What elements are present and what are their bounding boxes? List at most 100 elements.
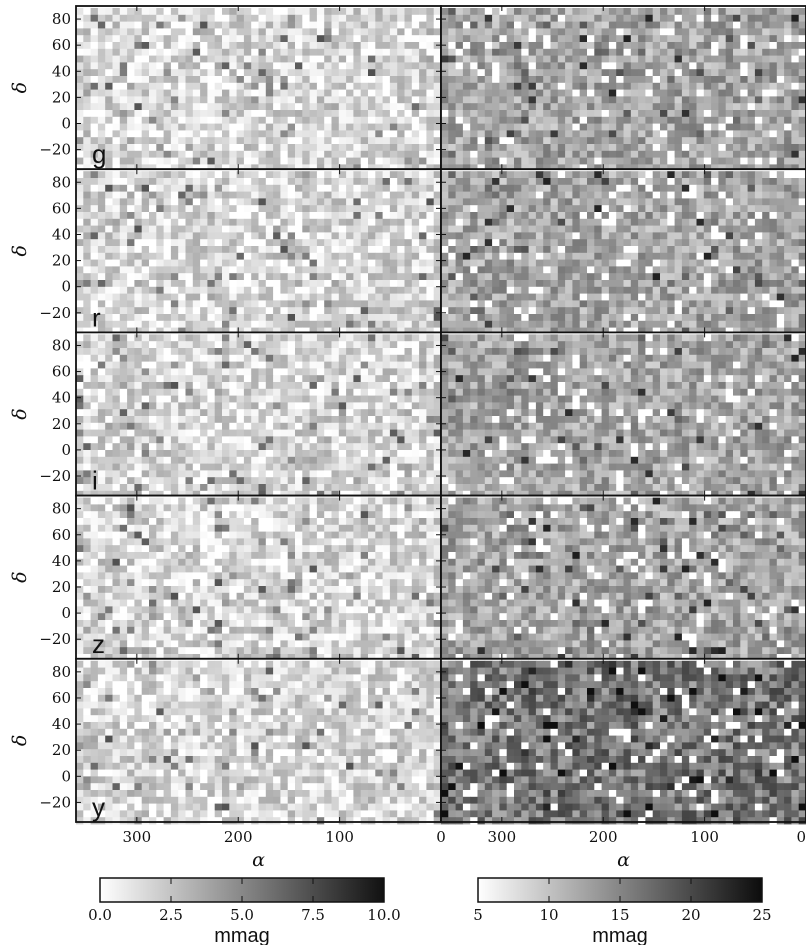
heatmap-cell [316,69,325,77]
heatmap-cell [273,137,281,145]
heatmap-cell [97,395,106,403]
heatmap-cell [295,538,303,546]
heatmap-cell [76,382,84,390]
heatmap-cell [411,8,420,16]
heatmap-cell [141,558,150,566]
heatmap-cell [404,218,413,226]
heatmap-cell [397,137,405,145]
heatmap-cell [397,647,405,655]
heatmap-cell [375,599,383,607]
heatmap-cell [389,524,398,532]
heatmap-cell [90,327,99,335]
heatmap-cell [368,266,376,274]
heatmap-cell [141,490,150,498]
heatmap-cell [185,184,194,192]
heatmap-cell [302,368,310,376]
heatmap-cell [243,388,252,396]
heatmap-cell [346,422,354,430]
heatmap-cell [258,586,267,594]
heatmap-cell [170,266,179,274]
heatmap-cell [265,484,274,492]
heatmap-cell [324,164,332,172]
heatmap-cell [178,484,186,492]
heatmap-cell [236,565,245,573]
heatmap-cell [97,273,106,281]
heatmap-cell [105,293,113,301]
heatmap-cell [316,218,325,226]
heatmap-cell [185,395,194,403]
heatmap-cell [433,171,442,179]
heatmap-cell [411,266,420,274]
heatmap-cell [192,456,201,464]
heatmap-cell [287,545,296,553]
heatmap-cell [192,579,201,587]
heatmap-cell [346,103,354,111]
heatmap-cell [207,681,216,689]
heatmap-cell [338,450,347,458]
heatmap-cell [302,626,310,634]
heatmap-cell [141,35,150,43]
heatmap-cell [258,681,267,689]
heatmap-cell [433,164,442,172]
heatmap-cell [265,368,274,376]
heatmap-cell [316,55,325,63]
heatmap-cell [411,62,420,70]
heatmap-cell [83,246,91,254]
heatmap-cell [178,429,186,437]
heatmap-cell [83,157,91,165]
heatmap-cell [229,667,237,675]
heatmap-cell [411,286,420,294]
heatmap-cell [156,565,164,573]
heatmap-cell [258,103,267,111]
heatmap-cell [295,42,303,50]
heatmap-cell [229,55,237,63]
heatmap-cell [389,334,398,342]
heatmap-cell [178,463,186,471]
heatmap-cell [404,558,413,566]
heatmap-cell [83,382,91,390]
heatmap-cell [280,368,289,376]
heatmap-cell [353,184,362,192]
heatmap-cell [360,259,369,267]
heatmap-cell [397,545,405,553]
heatmap-cell [375,518,383,526]
heatmap-cell [207,35,216,43]
heatmap-cell [243,144,252,152]
heatmap-cell [404,395,413,403]
heatmap-cell [419,450,427,458]
heatmap-cell [273,28,281,36]
heatmap-cell [105,327,113,335]
heatmap-cell [360,599,369,607]
heatmap-cell [309,620,318,628]
heatmap-cell [295,667,303,675]
heatmap-cell [214,48,223,56]
heatmap-cell [316,130,325,138]
heatmap-cell [119,252,128,260]
heatmap-cell [97,681,106,689]
heatmap-cell [214,76,223,84]
heatmap-cell [258,21,267,29]
heatmap-cell [207,511,216,519]
heatmap-cell [222,286,230,294]
heatmap-cell [112,28,121,36]
heatmap-cell [156,456,164,464]
heatmap-cell [119,531,128,539]
heatmap-cell [258,552,267,560]
heatmap-cell [200,552,208,560]
heatmap-cell [382,164,391,172]
heatmap-cell [141,320,150,328]
heatmap-cell [90,280,99,288]
heatmap-cell [149,327,157,335]
heatmap-cell [302,14,310,22]
heatmap-cell [346,266,354,274]
heatmap-cell [331,212,340,220]
heatmap-cell [222,422,230,430]
heatmap-panel-left-r: r [75,168,442,335]
heatmap-cell [273,592,281,600]
heatmap-cell [229,422,237,430]
heatmap-cell [236,538,245,546]
heatmap-cell [178,341,186,349]
heatmap-cell [170,436,179,444]
heatmap-cell [389,14,398,22]
heatmap-cell [316,416,325,424]
